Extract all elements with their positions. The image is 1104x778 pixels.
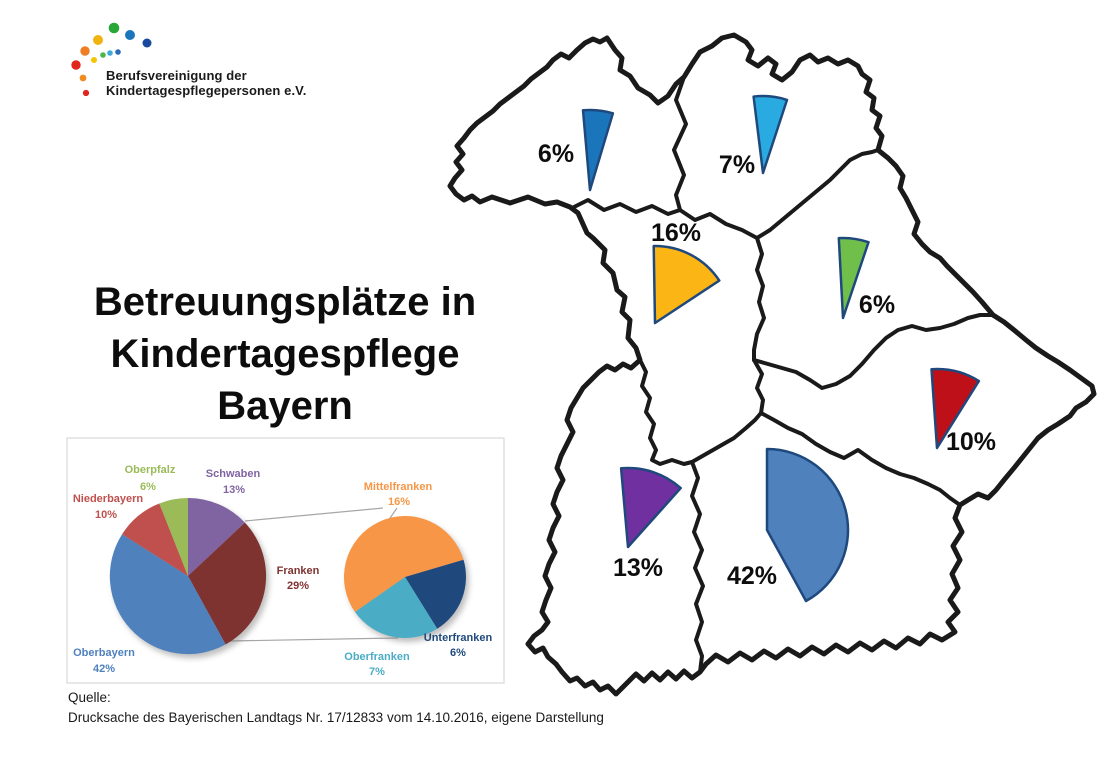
district-border-8 [690,460,705,674]
map-label-oberbayern: 42% [727,562,777,590]
main-pie-slice-franken [188,522,267,645]
page-title: Betreuungsplätze in Kindertagespflege Ba… [55,276,515,432]
logo-dots-icon [71,22,152,97]
pie-label-pct-unterfranken: 6% [450,647,466,659]
secondary-pie-slice-unterfranken [405,559,466,629]
pie-label-name-niederbayern: Niederbayern [73,493,144,505]
pie-label-name-oberfranken: Oberfranken [344,651,410,663]
map-label-oberpfalz: 6% [859,291,895,319]
district-border-7 [638,358,694,466]
pie-of-pie-chart: Schwaben 13% Franken 29% Oberbayern 42% Nieder… [66,437,505,684]
map-label-oberfranken: 7% [719,151,755,179]
logo-dot-4 [93,35,103,45]
logo-dot-1 [108,22,120,34]
district-border-9 [690,411,763,464]
map-wedge-oberpfalz [837,236,870,320]
map-label-niederbayern: 10% [946,428,996,456]
pie-label-pct-oberpfalz: 6% [140,481,156,493]
logo-dot-3 [142,38,152,48]
map-label-mittelfranken: 16% [651,219,701,247]
logo-dot-11 [107,50,113,56]
logo-dot-5 [80,46,90,56]
logo-dot-9 [91,57,97,63]
logo-org-line1: Berufsvereinigung der [106,68,247,83]
source-label: Quelle: [68,690,111,705]
pie-label-pct-oberfranken: 7% [369,666,385,678]
main-pie-slice-schwaben [188,498,245,576]
logo-dot-12 [115,49,121,55]
district-border-4 [752,236,766,415]
logo-dot-6 [71,60,81,70]
logo-org-name: Berufsvereinigung der Kindertagespflegep… [106,68,306,98]
logo-dot-10 [100,52,106,58]
secondary-pie-slice-mittelfranken [343,516,464,612]
main-pie-slice-oberbayern [109,534,226,655]
pie-label-name-mittelfranken: Mittelfranken [364,481,433,493]
map-wedge-unterfranken [581,108,615,192]
pie-label-name-oberpfalz: Oberpfalz [125,464,176,476]
pie-label-name-schwaben: Schwaben [206,468,261,480]
logo-dot-2 [125,30,135,40]
title-line-2: Kindertagespflege [110,332,460,376]
series-connector-line-1 [244,507,384,522]
map-wedge-oberfranken [752,94,789,175]
pie-label-name-franken: Franken [277,565,320,577]
logo-dot-8 [82,89,90,97]
district-border-5 [752,313,995,390]
main-pie [109,498,267,655]
district-border-1 [672,75,688,212]
district-border-6 [759,411,962,507]
pie-label-pct-schwaben: 13% [223,484,245,496]
secondary-pie-slice-oberfranken [355,577,438,639]
district-border-2 [555,198,682,216]
main-pie-slice-oberpfalz [159,498,188,576]
main-pie-slice-niederbayern [122,503,188,576]
series-connector-line-2 [227,637,399,642]
source-note: Quelle: Drucksache des Bayerischen Landt… [68,688,604,728]
pie-label-name-oberbayern: Oberbayern [73,647,135,659]
title-line-1: Betreuungsplätze in [93,280,477,324]
map-wedge-niederbayern [930,367,981,450]
district-border-3 [678,148,880,240]
title-line-3: Bayern [217,384,353,428]
pie-label-pct-oberbayern: 42% [93,663,115,675]
map-wedge-schwaben [619,466,682,549]
map-label-unterfranken: 6% [538,140,574,168]
map-wedge-oberbayern [765,447,850,603]
source-text: Drucksache des Bayerischen Landtags Nr. … [68,710,604,725]
map-label-schwaben: 13% [613,554,663,582]
secondary-pie [343,516,466,639]
pie-label-pct-niederbayern: 10% [95,509,117,521]
logo-org-line2: Kindertagespflegepersonen e.V. [106,83,307,98]
logo-dot-7 [79,74,87,82]
map-wedge-mittelfranken [652,244,721,325]
pie-label-name-unterfranken: Unterfranken [424,632,493,644]
pie-label-pct-franken: 29% [287,580,309,592]
pie-label-pct-mittelfranken: 16% [388,496,410,508]
bavaria-map: 6% 7% 16% 6% 10% 13% 42% [447,32,1097,697]
